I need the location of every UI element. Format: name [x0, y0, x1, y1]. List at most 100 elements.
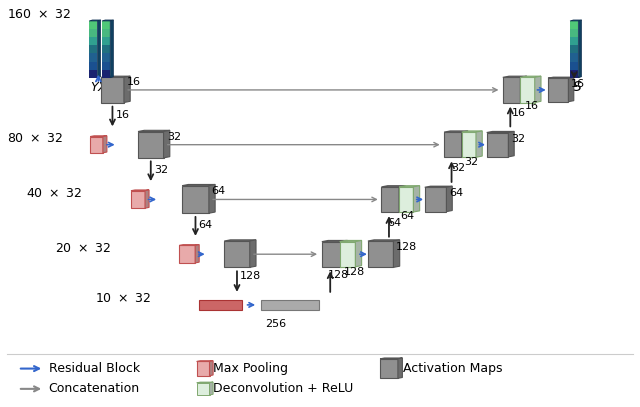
- Polygon shape: [461, 131, 468, 157]
- Polygon shape: [89, 70, 97, 78]
- Polygon shape: [340, 242, 355, 267]
- Text: 64: 64: [211, 186, 225, 196]
- Polygon shape: [322, 242, 341, 267]
- Text: 64: 64: [449, 188, 463, 198]
- Polygon shape: [145, 190, 149, 208]
- Polygon shape: [535, 76, 541, 103]
- Text: 32: 32: [167, 132, 181, 142]
- Text: Max Pooling: Max Pooling: [213, 362, 289, 375]
- Polygon shape: [209, 382, 213, 395]
- Text: $YX$: $YX$: [90, 81, 109, 94]
- Polygon shape: [486, 133, 508, 157]
- Polygon shape: [224, 241, 250, 267]
- Polygon shape: [124, 76, 130, 103]
- Polygon shape: [101, 76, 130, 77]
- Polygon shape: [508, 131, 514, 157]
- Polygon shape: [579, 20, 582, 78]
- Text: 16: 16: [511, 108, 525, 118]
- Text: Activation Maps: Activation Maps: [403, 362, 502, 375]
- Polygon shape: [570, 45, 579, 53]
- Polygon shape: [520, 77, 535, 103]
- Text: $20\ \times\ 32$: $20\ \times\ 32$: [55, 242, 111, 255]
- Polygon shape: [209, 184, 215, 213]
- Polygon shape: [394, 240, 400, 267]
- Polygon shape: [182, 184, 215, 186]
- Text: 32: 32: [154, 165, 168, 175]
- Polygon shape: [179, 245, 195, 263]
- Polygon shape: [102, 53, 110, 61]
- Text: 32: 32: [511, 133, 525, 144]
- Polygon shape: [444, 131, 468, 132]
- Polygon shape: [103, 136, 107, 153]
- Polygon shape: [97, 20, 100, 78]
- Polygon shape: [398, 358, 403, 379]
- Polygon shape: [399, 187, 413, 212]
- Polygon shape: [368, 240, 400, 241]
- Text: 128: 128: [328, 270, 349, 280]
- Text: Residual Block: Residual Block: [49, 362, 140, 375]
- Polygon shape: [131, 191, 145, 208]
- Polygon shape: [182, 186, 209, 213]
- Polygon shape: [250, 240, 256, 267]
- Polygon shape: [380, 359, 398, 379]
- Text: 16: 16: [524, 101, 538, 111]
- Polygon shape: [570, 61, 579, 70]
- Text: $40\ \times\ 32$: $40\ \times\ 32$: [26, 187, 82, 200]
- Polygon shape: [340, 241, 362, 242]
- Polygon shape: [224, 240, 256, 241]
- Text: 128: 128: [396, 242, 417, 252]
- Polygon shape: [89, 37, 97, 45]
- Polygon shape: [444, 132, 461, 157]
- Polygon shape: [196, 361, 209, 376]
- Polygon shape: [568, 77, 574, 102]
- Polygon shape: [89, 53, 97, 61]
- Polygon shape: [90, 136, 107, 137]
- Polygon shape: [503, 77, 520, 103]
- Text: 128: 128: [344, 267, 365, 278]
- Polygon shape: [461, 132, 476, 157]
- Polygon shape: [425, 187, 447, 212]
- Text: 256: 256: [265, 319, 286, 329]
- Polygon shape: [138, 131, 164, 158]
- Text: 32: 32: [465, 157, 479, 167]
- Text: 64: 64: [388, 218, 402, 228]
- Text: $\hat{S}$: $\hat{S}$: [572, 76, 582, 96]
- Text: 64: 64: [198, 220, 212, 230]
- Polygon shape: [570, 21, 579, 29]
- Polygon shape: [90, 137, 103, 153]
- Polygon shape: [399, 186, 405, 212]
- Polygon shape: [399, 186, 420, 187]
- Polygon shape: [209, 361, 213, 376]
- Polygon shape: [110, 20, 113, 78]
- Polygon shape: [520, 76, 527, 103]
- Polygon shape: [570, 70, 579, 78]
- Polygon shape: [89, 29, 97, 37]
- Text: $80\ \times\ 32$: $80\ \times\ 32$: [7, 132, 63, 145]
- Polygon shape: [164, 130, 170, 158]
- Polygon shape: [425, 186, 452, 187]
- Polygon shape: [102, 70, 110, 78]
- Polygon shape: [520, 76, 541, 77]
- Text: 128: 128: [240, 271, 261, 281]
- Polygon shape: [476, 131, 482, 157]
- Polygon shape: [89, 21, 97, 29]
- Polygon shape: [89, 61, 97, 70]
- Polygon shape: [196, 383, 209, 395]
- Polygon shape: [380, 358, 403, 359]
- Polygon shape: [461, 131, 482, 132]
- Polygon shape: [102, 45, 110, 53]
- Polygon shape: [102, 61, 110, 70]
- Text: 16: 16: [116, 110, 130, 120]
- Polygon shape: [503, 76, 527, 77]
- Polygon shape: [381, 186, 405, 187]
- Polygon shape: [368, 241, 394, 267]
- Polygon shape: [138, 130, 170, 131]
- Text: 32: 32: [452, 163, 466, 173]
- Polygon shape: [381, 187, 399, 212]
- Polygon shape: [89, 20, 100, 21]
- Text: Deconvolution + ReLU: Deconvolution + ReLU: [213, 382, 354, 395]
- Polygon shape: [341, 241, 348, 267]
- Polygon shape: [570, 53, 579, 61]
- Polygon shape: [548, 77, 574, 78]
- Polygon shape: [196, 382, 213, 383]
